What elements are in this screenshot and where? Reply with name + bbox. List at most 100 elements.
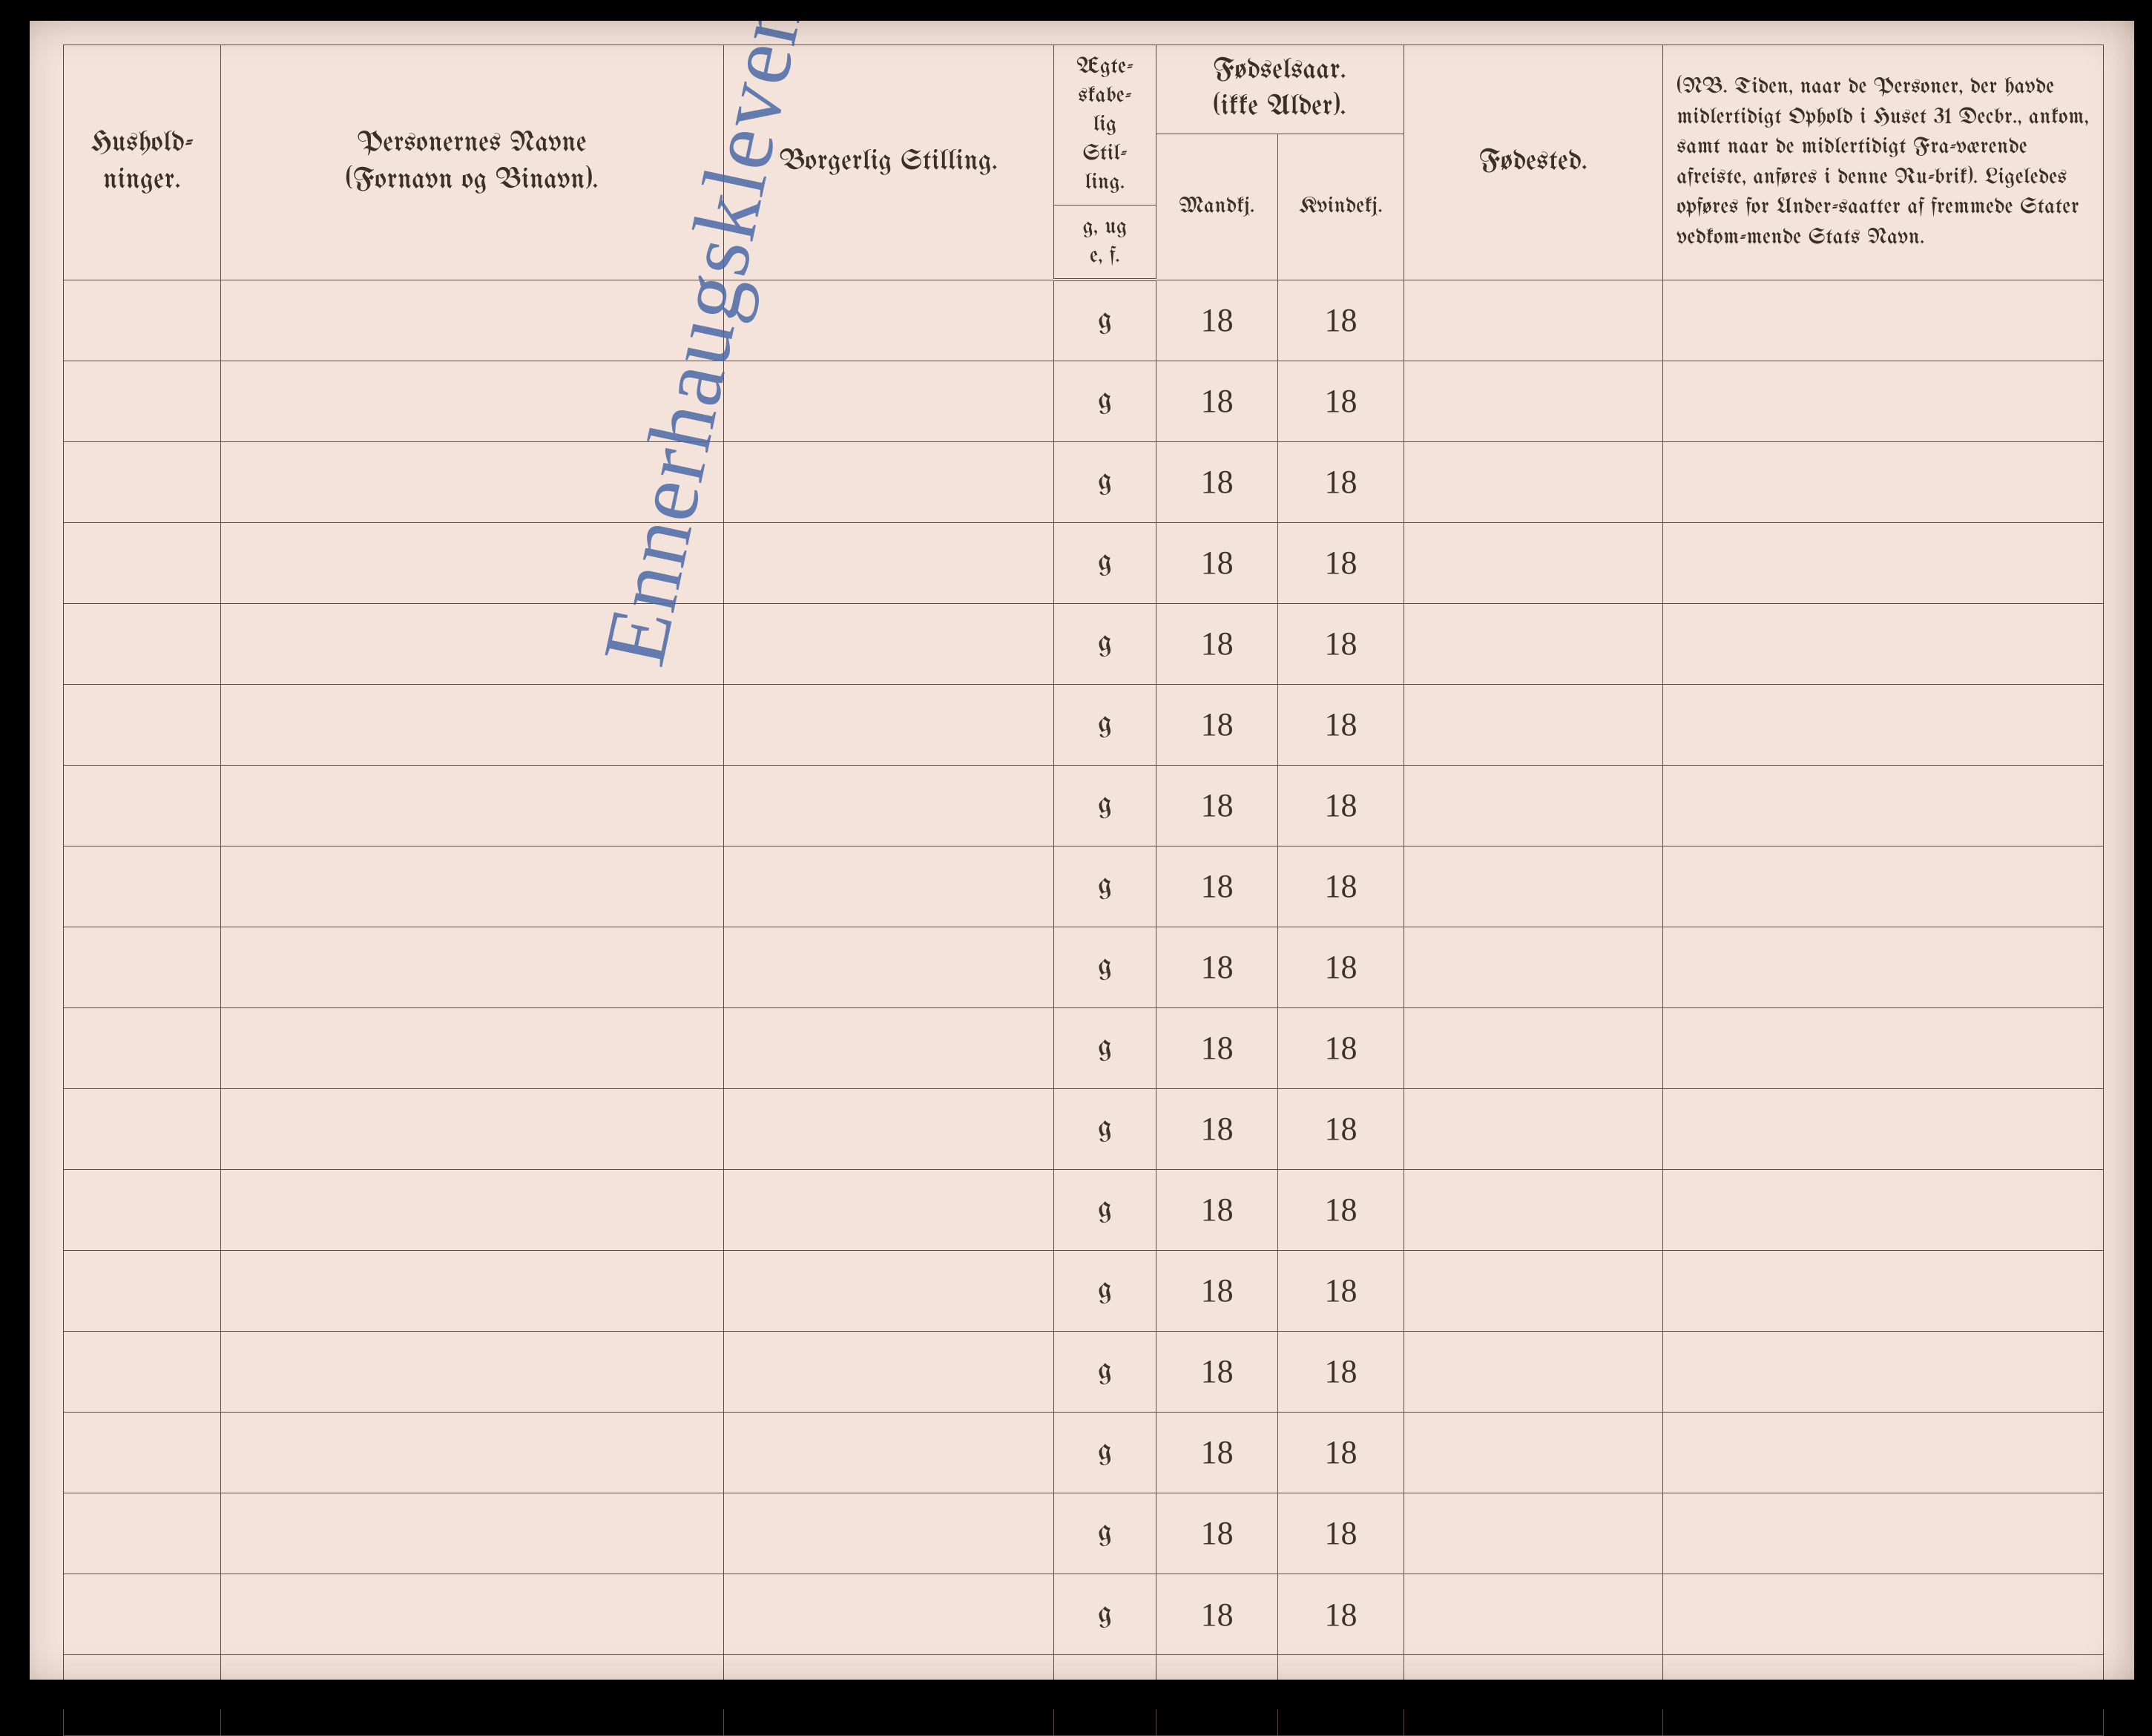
table-cell: 18: [1156, 684, 1277, 765]
table-cell: 18: [1156, 361, 1277, 441]
table-cell: [1663, 765, 2104, 846]
table-cell: [220, 1250, 723, 1331]
table-cell: [220, 280, 723, 361]
table-cell: [724, 522, 1054, 603]
table-cell: [724, 684, 1054, 765]
col-mandkj: Mandkj.: [1156, 134, 1277, 280]
table-cell: 18: [1278, 361, 1404, 441]
table-cell: 18: [1156, 1412, 1277, 1493]
table-cell: [220, 1493, 723, 1574]
table-cell: g: [1054, 1574, 1156, 1655]
table-cell: [1663, 684, 2104, 765]
table-row: g1818: [64, 1574, 2104, 1655]
table-cell: [1404, 280, 1663, 361]
table-cell: [1663, 927, 2104, 1007]
table-cell: [724, 1169, 1054, 1250]
table-cell: 18: [1156, 280, 1277, 361]
table-cell: 18: [1156, 927, 1277, 1007]
table-row: g1818: [64, 361, 2104, 441]
table-cell: [724, 280, 1054, 361]
table-row: g1818: [64, 1088, 2104, 1169]
table-cell: [1404, 1007, 1663, 1088]
table-cell: [724, 927, 1054, 1007]
table-cell: [1404, 1412, 1663, 1493]
table-cell: 18: [1278, 846, 1404, 927]
table-cell: 18: [1156, 1574, 1277, 1655]
table-cell: [724, 765, 1054, 846]
table-cell: g: [1054, 1250, 1156, 1331]
census-table: Hushold-ninger. Personernes Navne(Fornav…: [63, 45, 2104, 1736]
table-cell: [64, 522, 221, 603]
table-cell: [1404, 1088, 1663, 1169]
table-cell: 18: [1156, 1169, 1277, 1250]
table-row: g1818: [64, 1412, 2104, 1493]
table-cell: [1404, 1331, 1663, 1412]
table-cell: 18: [1156, 441, 1277, 522]
table-cell: [64, 1655, 221, 1736]
table-cell: [1404, 1250, 1663, 1331]
table-cell: [220, 1169, 723, 1250]
table-cell: 18: [1278, 1412, 1404, 1493]
page-content: Hushold-ninger. Personernes Navne(Fornav…: [63, 45, 2104, 1665]
table-cell: g: [1054, 522, 1156, 603]
table-cell: 18: [1156, 1250, 1277, 1331]
table-cell: [1663, 1574, 2104, 1655]
table-cell: [64, 1574, 221, 1655]
table-cell: [1404, 441, 1663, 522]
table-cell: 18: [1156, 1655, 1277, 1736]
table-cell: [220, 603, 723, 684]
table-cell: [724, 1331, 1054, 1412]
table-cell: [220, 441, 723, 522]
table-cell: [1404, 522, 1663, 603]
table-body: g1818g1818g1818g1818g1818g1818g1818g1818…: [64, 280, 2104, 1736]
table-row: g1818: [64, 1250, 2104, 1331]
table-cell: 18: [1278, 1493, 1404, 1574]
table-cell: [724, 1250, 1054, 1331]
table-cell: [64, 1007, 221, 1088]
table-cell: 18: [1156, 1493, 1277, 1574]
table-row: g1818: [64, 1493, 2104, 1574]
table-cell: 18: [1278, 1331, 1404, 1412]
table-cell: [1404, 361, 1663, 441]
table-cell: [220, 1088, 723, 1169]
table-cell: g: [1054, 1331, 1156, 1412]
table-cell: [1663, 1088, 2104, 1169]
table-cell: g: [1054, 1412, 1156, 1493]
table-cell: g: [1054, 1088, 1156, 1169]
table-cell: [1663, 1007, 2104, 1088]
table-cell: [64, 1250, 221, 1331]
table-row: g1818: [64, 1655, 2104, 1736]
table-cell: 18: [1156, 846, 1277, 927]
col-kvindekj: Kvindekj.: [1278, 134, 1404, 280]
table-row: g1818: [64, 441, 2104, 522]
table-cell: [64, 846, 221, 927]
table-cell: [220, 1007, 723, 1088]
table-cell: g: [1054, 603, 1156, 684]
table-cell: g: [1054, 684, 1156, 765]
table-cell: [724, 1412, 1054, 1493]
table-cell: g: [1054, 927, 1156, 1007]
table-row: g1818: [64, 522, 2104, 603]
table-cell: [64, 441, 221, 522]
table-cell: [220, 1412, 723, 1493]
table-cell: [1663, 1169, 2104, 1250]
table-cell: [1663, 1655, 2104, 1736]
table-cell: [220, 361, 723, 441]
table-cell: [1404, 765, 1663, 846]
table-cell: [1404, 1493, 1663, 1574]
table-cell: 18: [1278, 1007, 1404, 1088]
table-cell: [64, 1088, 221, 1169]
table-cell: 18: [1278, 1574, 1404, 1655]
table-cell: [220, 522, 723, 603]
table-cell: [1404, 684, 1663, 765]
col-egte: Ægte-skabe-ligStil-ling.: [1054, 45, 1156, 206]
table-cell: g: [1054, 1655, 1156, 1736]
table-cell: 18: [1156, 1331, 1277, 1412]
table-cell: 18: [1156, 522, 1277, 603]
table-row: g1818: [64, 603, 2104, 684]
table-cell: g: [1054, 280, 1156, 361]
col-fodested: Fødested.: [1404, 45, 1663, 280]
table-cell: [724, 603, 1054, 684]
table-cell: 18: [1278, 603, 1404, 684]
col-fodselsaar: Fødselsaar.(ikke Alder).: [1156, 45, 1404, 134]
